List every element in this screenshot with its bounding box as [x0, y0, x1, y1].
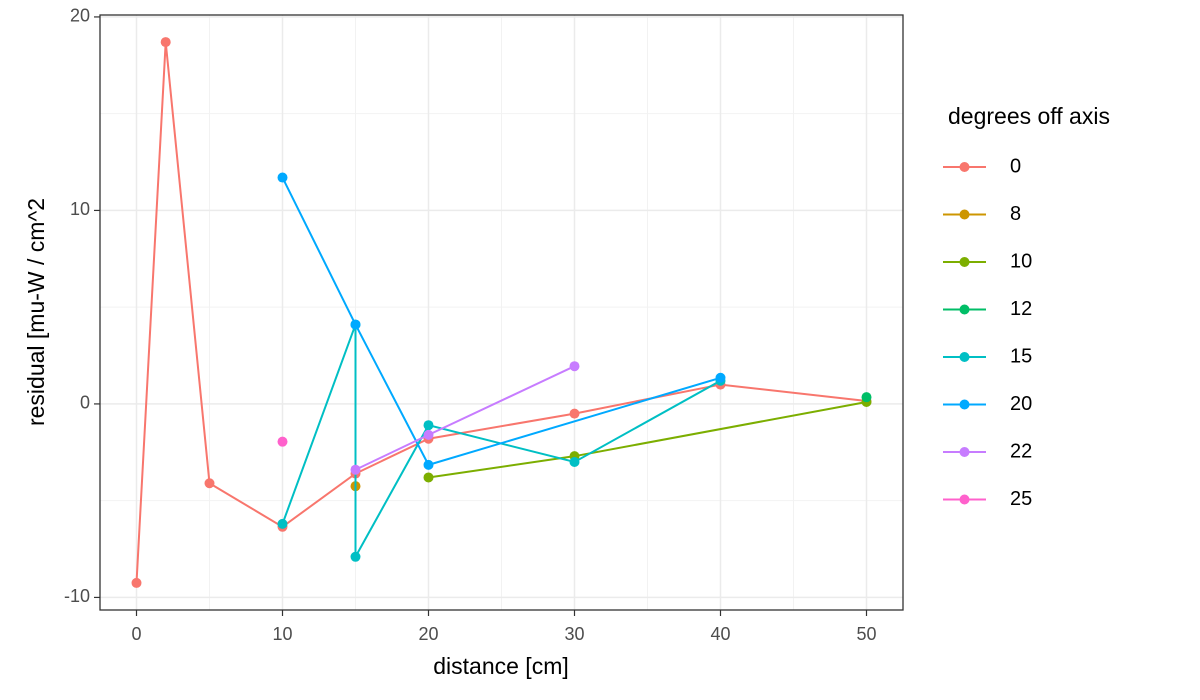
legend-key-point — [959, 447, 970, 457]
data-point — [569, 456, 580, 467]
data-point — [569, 408, 580, 419]
x-tick-label: 20 — [418, 624, 438, 644]
data-point — [423, 472, 434, 483]
legend-label: 10 — [1010, 250, 1032, 272]
y-tick-label: 0 — [80, 393, 90, 413]
data-point — [423, 429, 434, 440]
data-point — [204, 478, 215, 489]
data-point — [350, 551, 361, 562]
data-point — [277, 518, 288, 529]
x-tick-label: 30 — [564, 624, 584, 644]
x-tick-label: 50 — [856, 624, 876, 644]
legend-label: 20 — [1010, 393, 1032, 415]
series-line — [281, 177, 721, 467]
legend-key-point — [959, 304, 970, 315]
legend-label: 0 — [1010, 155, 1021, 177]
data-point — [350, 319, 361, 330]
x-tick-label: 40 — [710, 624, 730, 644]
data-point — [131, 577, 142, 588]
legend-key-point — [959, 162, 970, 172]
legend-label: 22 — [1010, 440, 1032, 462]
legend-key-point — [959, 399, 970, 410]
data-point — [423, 459, 434, 470]
data-point — [423, 420, 434, 431]
x-tick-label: 10 — [272, 624, 292, 644]
data-point — [715, 372, 726, 383]
y-tick-label: -10 — [64, 586, 90, 606]
series-line — [281, 324, 721, 561]
legend-label: 12 — [1010, 298, 1032, 320]
x-tick-label: 0 — [131, 624, 141, 644]
data-point — [160, 37, 171, 48]
y-axis-title: residual [mu-W / cm^2 — [23, 198, 49, 426]
data-point — [861, 392, 872, 403]
x-axis-title: distance [cm] — [433, 653, 569, 679]
legend-label: 8 — [1010, 203, 1021, 225]
legend-title: degrees off axis — [948, 103, 1110, 129]
legend-label: 15 — [1010, 345, 1032, 367]
legend-label: 25 — [1010, 488, 1032, 510]
y-tick-label: 10 — [70, 199, 90, 219]
data-point — [350, 464, 361, 475]
legend-key-point — [959, 494, 970, 505]
panel-border — [99, 14, 904, 611]
legend-key-point — [959, 352, 970, 362]
data-point — [277, 436, 288, 447]
data-point — [569, 361, 580, 372]
y-tick-label: 20 — [70, 6, 90, 26]
data-point — [277, 172, 288, 183]
legend-key-point — [959, 257, 970, 267]
legend-key-point — [959, 209, 970, 220]
